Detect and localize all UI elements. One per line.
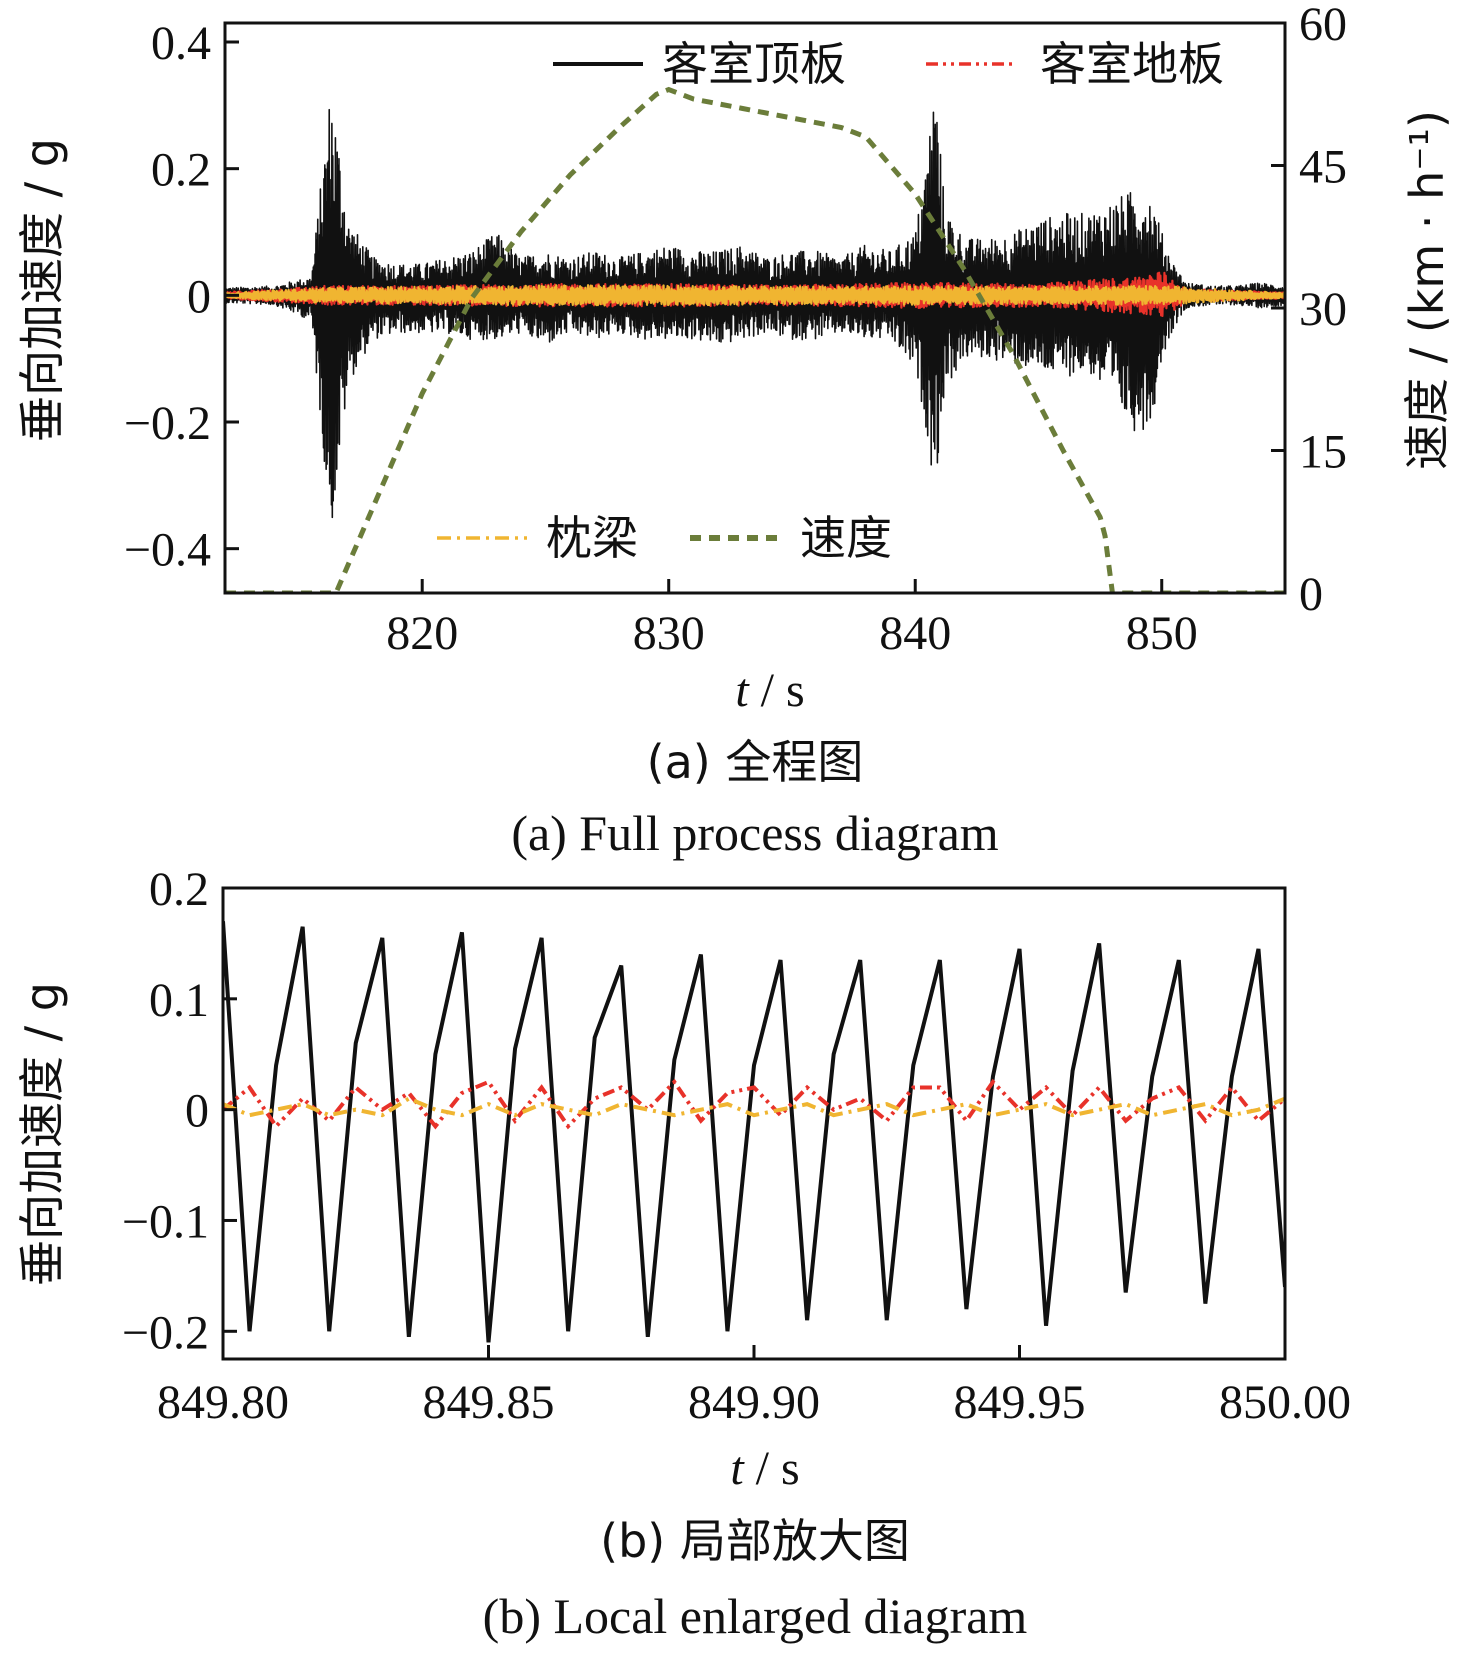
y2-tick-label: 15 [1299,426,1347,479]
y-tick-label: −0.2 [122,1306,209,1359]
y-tick-label: 0.2 [149,863,209,916]
y-tick-label: 0 [187,270,211,323]
y2-tick-label: 30 [1299,283,1347,336]
series-line-roof [225,108,1285,519]
series-line-speed [225,86,1285,593]
legend-label-bolster: 枕梁 [546,511,638,565]
y-tick-label: 0 [185,1085,209,1138]
svg-text:垂向加速度 / g: 垂向加速度 / g [15,982,69,1286]
panel-a-legend-bottom: 枕梁 速度 [437,511,892,565]
y2-tick-label: 60 [1299,0,1347,51]
y-tick-label: 0.4 [151,17,211,70]
y-tick-label: 0.2 [151,144,211,197]
series-line-roof [223,921,1285,1343]
panel-a-plot-area [225,86,1285,593]
panel-a-caption-en: (a) Full process diagram [511,805,998,861]
series-line-bolster [223,1096,1285,1118]
legend-label-roof: 客室顶板 [662,37,846,91]
panel-a-caption-zh: (a) 全程图 [647,735,864,789]
x-tick-label: 849.80 [157,1376,289,1429]
x-tick-label: 840 [879,607,951,660]
panel-b-ticks: 849.80 849.85 849.90 849.95 850.00 0.2 0.1 0 −0.… [122,863,1351,1429]
panel-a-y2label: 速度 / (km · h⁻¹) [1400,110,1454,470]
y2-tick-label: 45 [1299,141,1347,194]
panel-b-xlabel: t / s [730,1442,799,1495]
panel-b-caption-en: (b) Local enlarged diagram [483,1588,1028,1644]
x-tick-label: 850 [1126,607,1198,660]
panel-a-ylabel: 垂向加速度 / g [15,138,69,442]
x-tick-label: 850.00 [1219,1376,1351,1429]
y-tick-label: −0.4 [124,524,211,577]
svg-text:垂向加速度 / g: 垂向加速度 / g [15,138,69,442]
x-tick-label: 849.90 [688,1376,820,1429]
x-tick-label: 849.85 [423,1376,555,1429]
y-tick-label: −0.1 [122,1195,209,1248]
legend-label-speed: 速度 [800,511,892,565]
panel-b-caption-zh: (b) 局部放大图 [600,1514,910,1568]
series-line-floor [223,1078,1285,1130]
y-tick-label: −0.2 [124,397,211,450]
legend-label-floor: 客室地板 [1040,37,1224,91]
panel-b-plot-area [223,921,1285,1343]
panel-a-legend-top: 客室顶板 客室地板 [553,37,1224,91]
panel-a-ticks: 820 830 840 850 0.4 0.2 0 −0.2 −0.4 0 15 30 45 60 [124,0,1347,660]
y2-tick-label: 0 [1299,568,1323,621]
x-tick-label: 849.95 [954,1376,1086,1429]
series-line-bolster [225,284,1285,307]
panel-a-chart: 820 830 840 850 0.4 0.2 0 −0.2 −0.4 0 15 30 45 60 客室顶… [15,0,1454,861]
x-tick-label: 830 [633,607,705,660]
panel-b-ylabel: 垂向加速度 / g [15,982,69,1286]
panel-b-chart: 849.80 849.85 849.90 849.95 850.00 0.2 0.1 0 −0.… [15,863,1351,1644]
y-tick-label: 0.1 [149,974,209,1027]
svg-text:速度 / (km · h⁻¹): 速度 / (km · h⁻¹) [1400,110,1454,470]
panel-a-xlabel: t / s [735,664,804,717]
x-tick-label: 820 [386,607,458,660]
